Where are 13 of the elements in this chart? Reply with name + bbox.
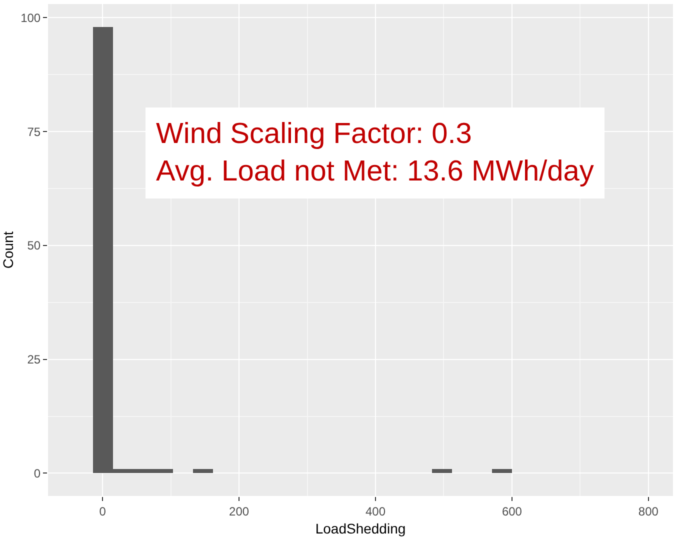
y-tick-label: 25 bbox=[27, 352, 41, 367]
x-tick-label: 800 bbox=[638, 504, 659, 518]
x-tick-label: 200 bbox=[229, 504, 250, 518]
y-tick-label: 50 bbox=[27, 238, 41, 253]
y-tick-label: 0 bbox=[34, 466, 41, 480]
y-tick-label: 75 bbox=[27, 124, 41, 139]
x-axis-title: LoadShedding bbox=[315, 520, 406, 537]
y-axis-title: Count bbox=[0, 231, 16, 269]
x-tick-label: 600 bbox=[502, 504, 522, 518]
annotation: Wind Scaling Factor: 0.3 Avg. Load not Met: 13.6 MWh/day bbox=[156, 118, 594, 188]
x-tick-label: 0 bbox=[99, 504, 106, 518]
x-tick-label: 400 bbox=[365, 504, 386, 518]
y-tick-label: 100 bbox=[20, 10, 41, 25]
